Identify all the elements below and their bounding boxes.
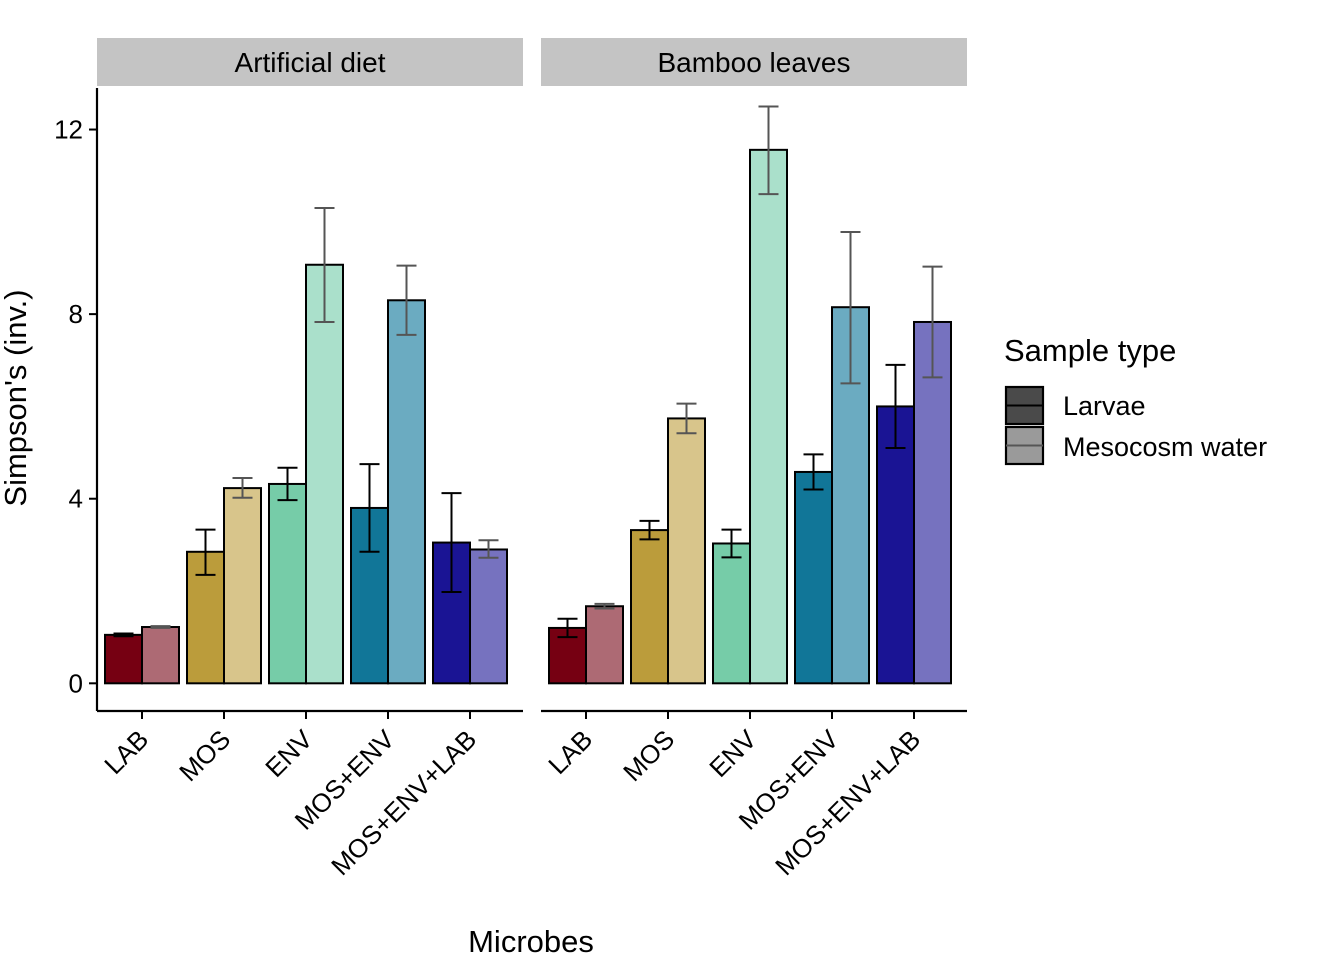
error-bar-lab-larvae <box>557 617 578 639</box>
y-axis-title: Simpson's (inv.) <box>0 289 33 506</box>
legend-label-larvae: Larvae <box>1063 391 1146 421</box>
bar-mos-env-lab-mesocosm-water <box>913 320 952 685</box>
bar-env-mesocosm-water <box>749 148 788 685</box>
x-tick-label-mos: MOS <box>617 724 680 787</box>
legend-label-mesocosm: Mesocosm water <box>1063 432 1267 462</box>
error-bar-env-larvae <box>721 528 742 559</box>
error-bar-mos-env-mesocosm-water <box>396 264 417 336</box>
error-bar-lab-mesocosm-water <box>150 625 171 629</box>
error-bar-mos-env-larvae <box>359 463 380 553</box>
panel-strip <box>541 38 967 86</box>
error-bar-mos-env-lab-mesocosm-water <box>922 265 943 379</box>
error-bar-mos-env-lab-mesocosm-water <box>478 539 499 559</box>
x-tick-label-lab: LAB <box>542 724 598 780</box>
bar-mos-env-mesocosm-water <box>831 306 870 685</box>
panel-title: Bamboo leaves <box>657 47 850 78</box>
y-tick-label-12: 12 <box>54 115 83 145</box>
y-tick-label-0: 0 <box>69 668 83 698</box>
bar-mos-larvae <box>630 529 669 685</box>
error-bar-mos-env-lab-larvae <box>441 492 462 593</box>
error-bar-env-mesocosm-water <box>758 105 779 196</box>
bar-mos-mesocosm-water <box>223 487 262 685</box>
error-bar-env-larvae <box>277 466 298 502</box>
error-bar-mos-mesocosm-water <box>676 402 697 435</box>
error-bar-lab-mesocosm-water <box>594 602 615 610</box>
x-tick-label-mos: MOS <box>173 724 236 787</box>
bar-lab-mesocosm-water <box>585 605 624 685</box>
panel-strip <box>97 38 523 86</box>
bar-mos-env-larvae <box>794 470 833 685</box>
x-tick-label-mos-env-lab: MOS+ENV+LAB <box>325 724 482 881</box>
error-bar-mos-env-lab-larvae <box>885 363 906 449</box>
bar-lab-mesocosm-water <box>141 626 180 685</box>
error-bar-mos-larvae <box>195 528 216 576</box>
error-bar-mos-env-mesocosm-water <box>840 230 861 385</box>
legend: Sample type Larvae Mesocosm water <box>1004 333 1267 466</box>
y-tick-label-4: 4 <box>69 484 83 514</box>
bar-mos-env-lab-larvae <box>876 405 915 685</box>
error-bar-lab-larvae <box>113 632 134 638</box>
bar-mos-env-lab-mesocosm-water <box>469 548 508 685</box>
legend-title: Sample type <box>1004 333 1176 368</box>
bar-env-larvae <box>712 542 751 685</box>
x-tick-label-mos-env-lab: MOS+ENV+LAB <box>769 724 926 881</box>
bar-lab-larvae <box>104 633 143 685</box>
x-tick-label-lab: LAB <box>98 724 154 780</box>
bar-mos-env-mesocosm-water <box>387 299 426 685</box>
bar-env-mesocosm-water <box>305 263 344 685</box>
error-bar-mos-env-larvae <box>803 453 824 491</box>
x-tick-label-env: ENV <box>703 724 762 783</box>
y-axis: 0 4 8 12 <box>54 88 99 711</box>
error-bar-mos-mesocosm-water <box>232 476 253 499</box>
panel-title: Artificial diet <box>235 47 386 78</box>
error-bar-env-mesocosm-water <box>314 206 335 323</box>
bar-env-larvae <box>268 482 307 685</box>
bar-mos-mesocosm-water <box>667 417 706 685</box>
error-bar-mos-larvae <box>639 519 660 541</box>
y-tick-label-8: 8 <box>69 299 83 329</box>
x-tick-label-env: ENV <box>259 724 318 783</box>
x-axis-title: Microbes <box>468 924 594 959</box>
